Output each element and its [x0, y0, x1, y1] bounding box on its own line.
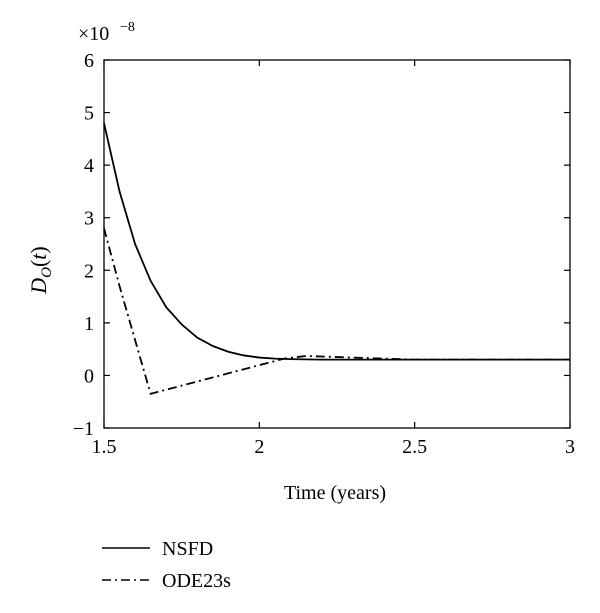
x-tick-label: 3: [565, 436, 575, 458]
legend-label-ode23s: ODE23s: [162, 570, 231, 592]
x-axis-label: Time (years): [284, 482, 386, 504]
y-tick-label: 2: [84, 260, 94, 282]
y-axis-label-sub: O: [39, 267, 55, 278]
series-line-ode23s: [103, 227, 570, 395]
y-exponent-base: ×10: [78, 23, 109, 45]
x-tick-label: 1.5: [92, 436, 117, 458]
y-tick-label: 1: [84, 313, 94, 335]
legend-label-nsfd: NSFD: [162, 538, 213, 560]
plot-frame: [103, 59, 571, 429]
y-axis-label-main: D: [26, 278, 51, 295]
y-axis-label: DO(t): [26, 246, 55, 295]
y-tick-label: 4: [84, 155, 94, 177]
y-axis-label-open: (: [26, 260, 51, 267]
y-tick-label: 6: [84, 50, 94, 72]
ticks-layer: 1.5 2 2.5 3 −1 0 1 2 3 4 5 6: [73, 50, 575, 458]
legend: NSFD ODE23s: [102, 538, 231, 592]
y-tick-label: 5: [84, 103, 94, 125]
x-tick-label: 2: [254, 436, 264, 458]
y-tick-label: 0: [84, 365, 94, 387]
y-tick-label: −1: [73, 418, 94, 440]
y-axis-label-arg: t: [26, 253, 51, 260]
y-tick-label: 3: [84, 208, 94, 230]
series-layer: [103, 122, 570, 395]
y-exponent-power: −8: [120, 20, 135, 35]
x-tick-label: 2.5: [402, 436, 427, 458]
y-axis-label-close: ): [26, 246, 51, 253]
